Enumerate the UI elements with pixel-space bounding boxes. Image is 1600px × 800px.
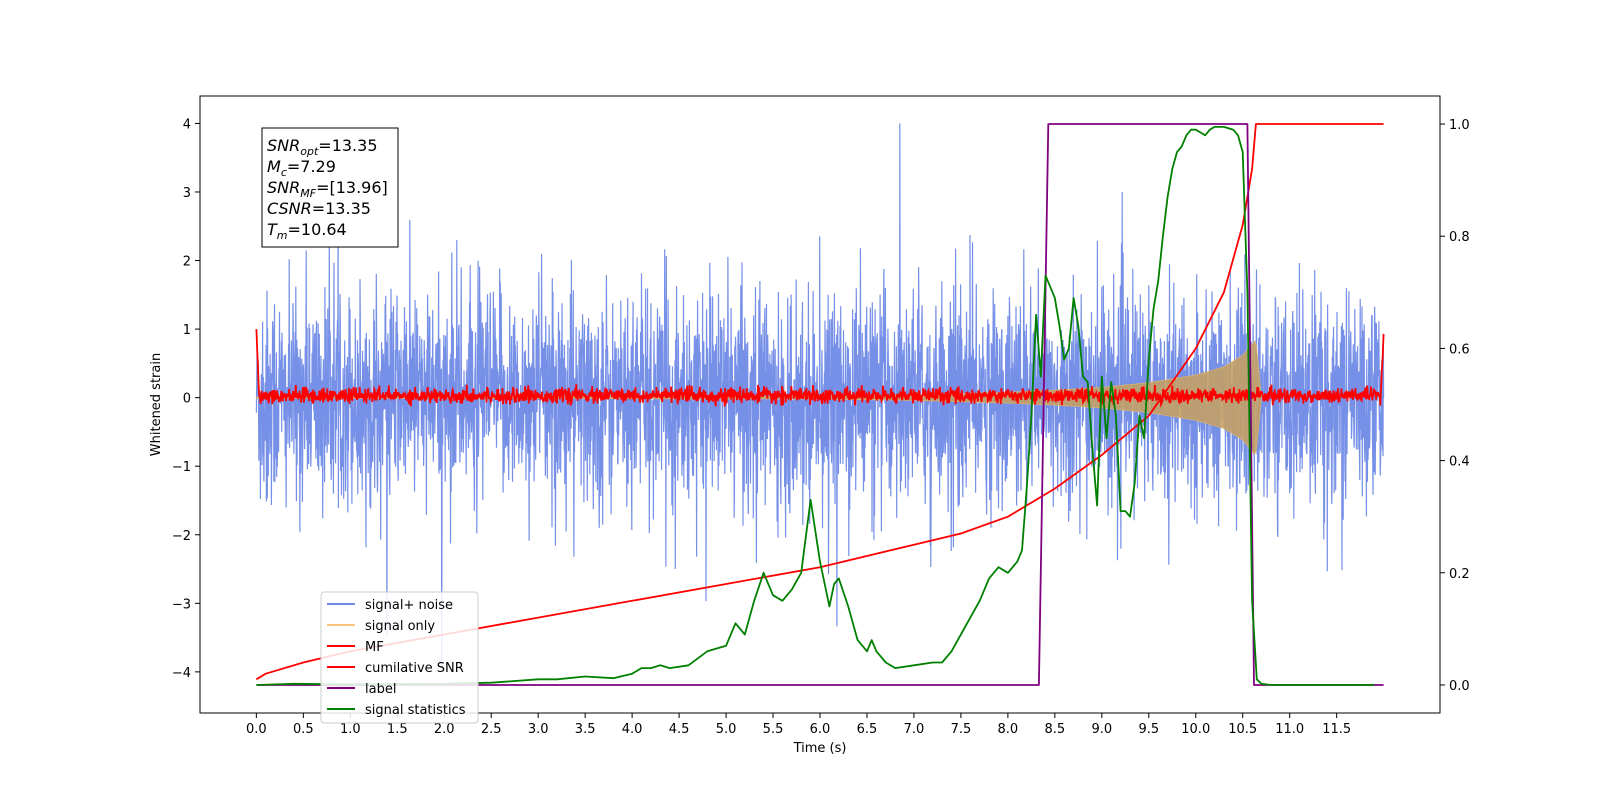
- info-value: =7.29: [287, 157, 336, 176]
- y-tick-label: −2: [172, 529, 191, 544]
- x-tick-label: 0.0: [246, 722, 267, 737]
- y-tick-label: −1: [172, 460, 191, 475]
- y-right-tick-label: 0.6: [1449, 342, 1470, 357]
- info-line: CSNR=13.35: [267, 199, 371, 218]
- series-line-label: [256, 123, 1384, 686]
- y-tick-label: −4: [172, 666, 191, 681]
- y-tick-label: 1: [183, 323, 191, 338]
- y-right-tick-label: 0.4: [1449, 455, 1470, 470]
- info-value: =[13.96]: [316, 178, 388, 197]
- x-tick-label: 5.5: [763, 722, 784, 737]
- y-axis-left: −4 −3 −2 −1 0 1 2 3 4: [172, 117, 200, 681]
- x-tick-label: 2.5: [481, 722, 502, 737]
- info-symbol: M: [267, 157, 281, 176]
- legend-label: cumilative SNR: [365, 661, 464, 676]
- info-subscript: opt: [300, 145, 319, 158]
- x-tick-label: 1.5: [387, 722, 408, 737]
- x-tick-label: 9.5: [1138, 722, 1159, 737]
- info-box: SNRopt=13.35Mc=7.29SNRMF=[13.96]CSNR=13.…: [261, 127, 399, 248]
- y-axis-right: 0.0 0.2 0.4 0.6 0.8 1.0: [1440, 118, 1470, 694]
- x-axis-label: Time (s): [793, 741, 847, 756]
- y-right-tick-label: 0.0: [1449, 679, 1470, 694]
- y-right-tick-label: 0.8: [1449, 230, 1470, 245]
- info-subscript: m: [277, 229, 288, 242]
- legend: signal+ noise signal only MF cumilative SNR…: [320, 591, 479, 724]
- x-tick-label: 6.0: [810, 722, 831, 737]
- info-symbol: T: [267, 220, 278, 239]
- info-line: SNRMF=[13.96]: [267, 178, 388, 200]
- x-tick-label: 4.5: [669, 722, 690, 737]
- info-value: =10.64: [288, 220, 347, 239]
- info-subscript: c: [281, 166, 287, 179]
- y-tick-label: 2: [183, 255, 191, 270]
- y-tick-label: 4: [183, 117, 191, 132]
- series-line-signal-statistics: [256, 126, 1375, 686]
- x-tick-label: 8.5: [1045, 722, 1066, 737]
- x-tick-label: 8.0: [998, 722, 1019, 737]
- info-symbol: SNR: [267, 178, 300, 197]
- x-tick-label: 3.0: [528, 722, 549, 737]
- x-tick-label: 7.0: [904, 722, 925, 737]
- x-tick-label: 10.0: [1181, 722, 1210, 737]
- legend-label: signal only: [365, 619, 435, 634]
- x-axis: 0.0 0.5 1.0 1.5 2.0 2.5 3.0 3.5 4.0 4.5 5.0 5.5 6.0 6…: [246, 713, 1351, 737]
- info-line: Tm=10.64: [267, 220, 347, 242]
- info-value: =13.35: [318, 136, 377, 155]
- y-tick-label: 0: [183, 392, 191, 407]
- y-axis-label: Whitened strain: [149, 353, 164, 456]
- info-line: SNRopt=13.35: [267, 136, 378, 158]
- series-line-signal-noise: [255, 123, 1385, 672]
- y-right-tick-label: 1.0: [1449, 118, 1470, 133]
- x-tick-label: 11.0: [1275, 722, 1304, 737]
- y-right-tick-label: 0.2: [1449, 567, 1470, 582]
- x-tick-label: 10.5: [1228, 722, 1257, 737]
- info-box-frame: [261, 127, 399, 248]
- series-line-mf: [255, 329, 1385, 408]
- info-line: Mc=7.29: [267, 157, 336, 179]
- x-tick-label: 9.0: [1091, 722, 1112, 737]
- x-tick-label: 3.5: [575, 722, 596, 737]
- info-value: =13.35: [312, 199, 371, 218]
- x-tick-label: 11.5: [1322, 722, 1351, 737]
- legend-label: label: [365, 682, 396, 697]
- y-tick-label: −3: [172, 597, 191, 612]
- x-tick-label: 6.5: [857, 722, 878, 737]
- info-symbol: SNR: [267, 136, 300, 155]
- legend-label: signal statistics: [365, 703, 466, 718]
- info-subscript: MF: [300, 187, 316, 200]
- legend-label: signal+ noise: [365, 598, 453, 613]
- x-tick-label: 2.0: [434, 722, 455, 737]
- y-tick-label: 3: [183, 186, 191, 201]
- legend-frame: [320, 591, 479, 724]
- x-tick-label: 0.5: [293, 722, 314, 737]
- legend-label: MF: [365, 640, 384, 655]
- x-tick-label: 7.5: [951, 722, 972, 737]
- x-tick-label: 4.0: [622, 722, 643, 737]
- x-tick-label: 5.0: [716, 722, 737, 737]
- x-tick-label: 1.0: [340, 722, 361, 737]
- info-symbol: CSNR: [267, 199, 312, 218]
